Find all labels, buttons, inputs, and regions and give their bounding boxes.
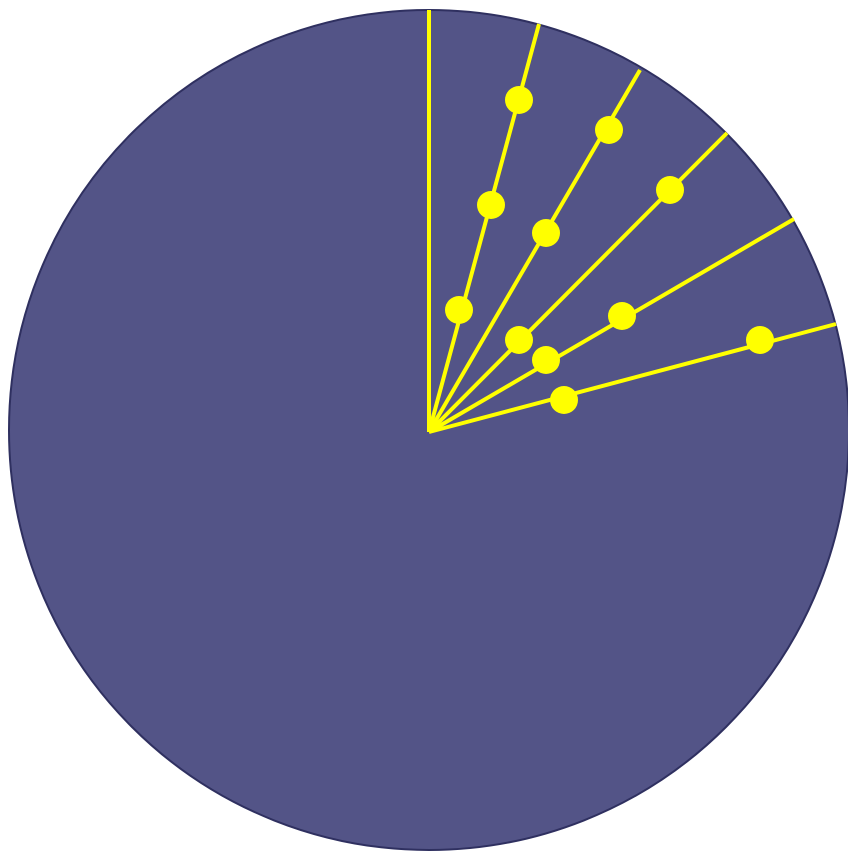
ray-5 <box>427 217 796 434</box>
ray-3-dot-1 <box>532 219 560 247</box>
ray-5-dot-1 <box>532 346 560 374</box>
ray-6-dot-2 <box>746 326 774 354</box>
ray-3-dot-2 <box>595 116 623 144</box>
ray-4-dot-2 <box>656 176 684 204</box>
ray-4-dot-1 <box>505 326 533 354</box>
dots-layer <box>445 86 774 414</box>
ray-6-dot-1 <box>550 386 578 414</box>
ray-5-dot-2 <box>608 302 636 330</box>
ray-2-dot-2 <box>477 191 505 219</box>
ray-2-dot-1 <box>445 296 473 324</box>
ray-2-dot-3 <box>505 86 533 114</box>
